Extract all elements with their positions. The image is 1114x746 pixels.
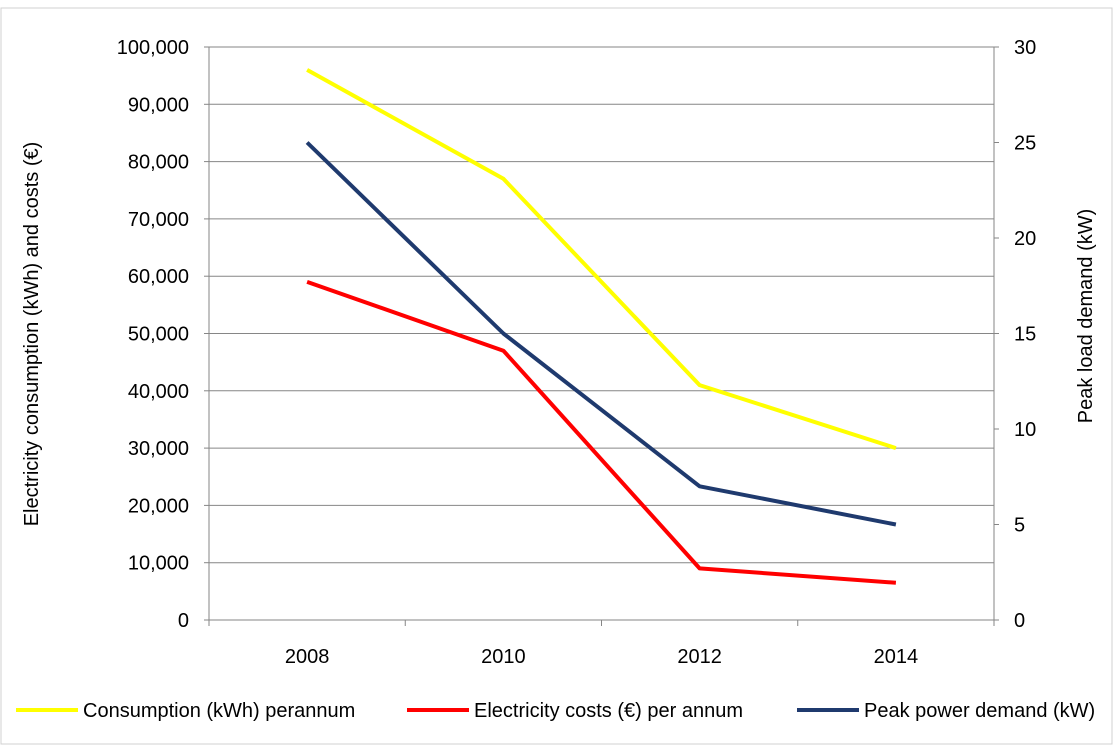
y-right-tick-label: 20 <box>1014 228 1036 250</box>
legend-label: Electricity costs (€) per annum <box>474 700 743 722</box>
legend: Consumption (kWh) perannum Electricity co… <box>16 700 1095 722</box>
y-axis-right-title: Peak load demand (kW) <box>1075 209 1097 424</box>
x-tick-label: 2010 <box>481 646 526 668</box>
series-lines <box>305 68 897 585</box>
series-line-2 <box>306 280 897 585</box>
x-tick-label: 2014 <box>874 646 919 668</box>
y-axis-left-title: Electricity consumption (kWh) and costs … <box>21 142 43 527</box>
y-left-tick-label: 10,000 <box>128 553 189 575</box>
y-left-tick-label: 90,000 <box>128 94 189 116</box>
series-line-3 <box>305 141 897 527</box>
axes <box>204 46 999 626</box>
y-right-tick-label: 15 <box>1014 324 1036 346</box>
y-left-tick-label: 50,000 <box>128 324 189 346</box>
y-left-tick-label: 100,000 <box>117 37 189 59</box>
x-tick-label: 2008 <box>285 646 330 668</box>
series-line-1 <box>306 68 897 451</box>
y-right-tick-label: 5 <box>1014 515 1025 537</box>
y-right-tick-label: 10 <box>1014 419 1036 441</box>
y-left-tick-label: 30,000 <box>128 438 189 460</box>
y-left-tick-label: 70,000 <box>128 209 189 231</box>
y-left-tick-label: 40,000 <box>128 381 189 403</box>
y-right-tick-label: 25 <box>1014 133 1036 155</box>
tick-labels: 0 10,000 20,000 30,000 40,000 50,000 60,000 70,… <box>117 37 1037 668</box>
y-left-tick-label: 0 <box>178 610 189 632</box>
y-left-tick-label: 20,000 <box>128 495 189 517</box>
y-left-tick-label: 60,000 <box>128 266 189 288</box>
y-right-tick-label: 0 <box>1014 610 1025 632</box>
legend-label: Consumption (kWh) perannum <box>83 700 355 722</box>
y-left-tick-label: 80,000 <box>128 152 189 174</box>
y-right-tick-label: 30 <box>1014 37 1036 59</box>
legend-label: Peak power demand (kW) <box>864 700 1095 722</box>
x-tick-label: 2012 <box>677 646 722 668</box>
